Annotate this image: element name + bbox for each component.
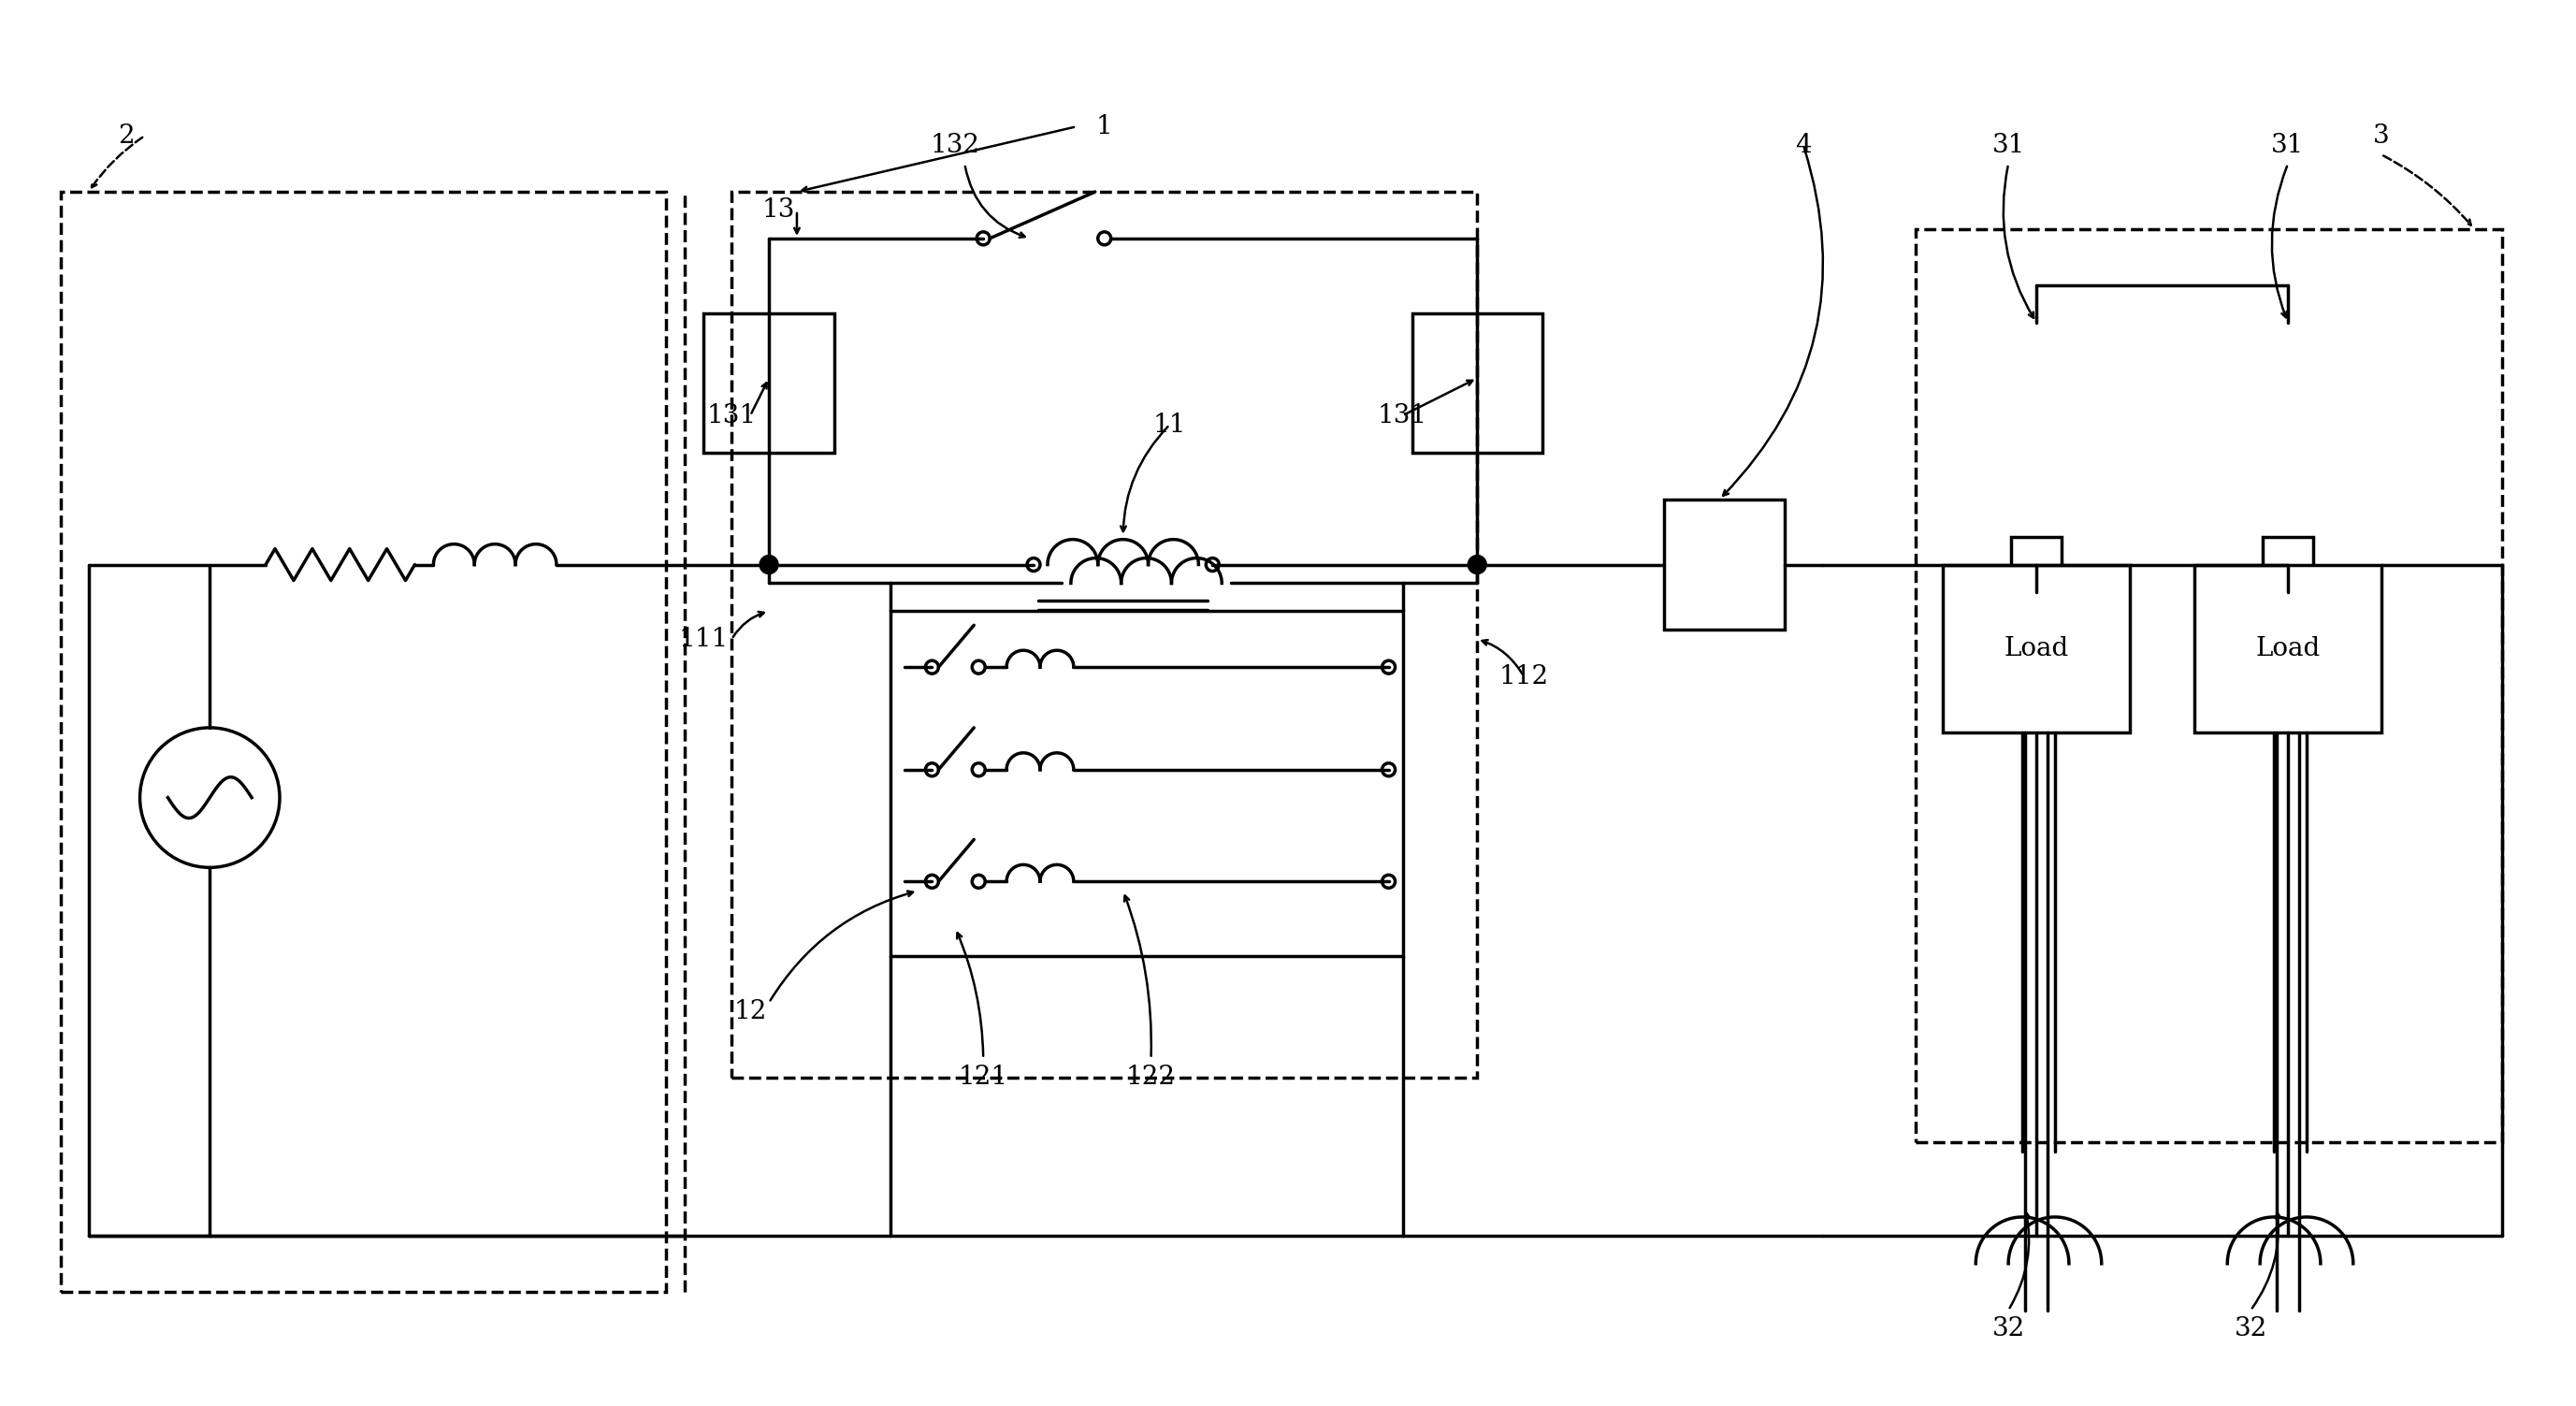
Bar: [1914, 229, 2501, 1143]
Text: 32: 32: [1991, 1316, 2025, 1341]
Text: 12: 12: [734, 1000, 768, 1025]
Circle shape: [1468, 555, 1486, 574]
Bar: [732, 191, 1476, 1077]
Text: 31: 31: [2272, 132, 2306, 157]
Text: Load: Load: [2257, 636, 2321, 661]
Bar: [1942, 565, 2130, 733]
Text: 1: 1: [1097, 114, 1113, 139]
Text: 4: 4: [1795, 132, 1811, 157]
Bar: [62, 191, 667, 1292]
Text: 2: 2: [118, 124, 134, 149]
Circle shape: [760, 555, 778, 574]
Bar: [1412, 314, 1543, 453]
Text: 11: 11: [1154, 412, 1188, 437]
Text: 31: 31: [1991, 132, 2025, 157]
Text: 121: 121: [958, 1064, 1007, 1090]
Bar: [2262, 537, 2313, 592]
Text: 131: 131: [706, 404, 757, 427]
Bar: [703, 314, 835, 453]
Text: 132: 132: [930, 132, 979, 157]
Text: 112: 112: [1499, 664, 1548, 689]
Text: 122: 122: [1126, 1064, 1175, 1090]
Text: 13: 13: [762, 198, 796, 224]
Bar: [891, 612, 1401, 956]
Text: 3: 3: [2372, 124, 2391, 149]
Bar: [2012, 537, 2061, 592]
Bar: [2195, 565, 2380, 733]
Bar: [1664, 499, 1785, 630]
Text: 32: 32: [2233, 1316, 2267, 1341]
Text: 131: 131: [1378, 404, 1427, 427]
Text: Load: Load: [2004, 636, 2069, 661]
Text: 111: 111: [680, 627, 729, 652]
